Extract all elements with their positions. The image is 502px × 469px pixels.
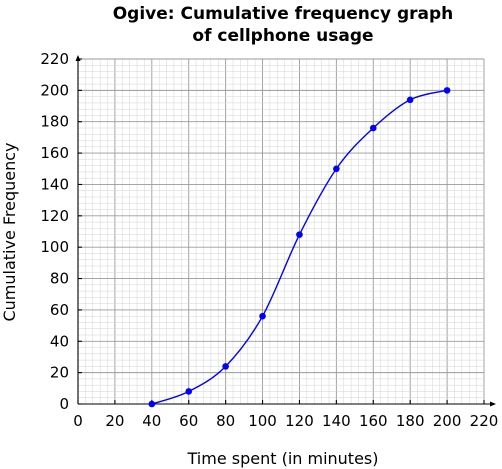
data-point [369, 124, 377, 132]
x-tick-label: 60 [179, 412, 198, 430]
y-tick-label: 160 [40, 144, 69, 162]
data-point [259, 312, 266, 320]
y-tick-labels: 0 20 40 60 80 100 120 140 160 180 200 220 [40, 50, 82, 413]
y-tick-label: 180 [40, 113, 69, 131]
chart-title-line-2: of cellphone usage [192, 26, 373, 46]
y-axis-arrow [75, 55, 81, 61]
y-tick-label: 220 [40, 50, 69, 68]
x-tick-label: 120 [285, 412, 314, 430]
y-tick-label: 80 [50, 270, 69, 288]
x-axis-label: Time spent (in minutes) [187, 449, 379, 468]
x-tick-label: 100 [248, 412, 277, 430]
y-tick-label: 200 [40, 81, 69, 99]
y-tick-label: 120 [40, 207, 69, 225]
data-point [443, 87, 451, 94]
data-point [185, 388, 193, 395]
x-tick-label: 140 [322, 412, 351, 430]
data-point [148, 400, 156, 408]
x-tick-label: 180 [396, 412, 425, 430]
x-tick-label: 200 [433, 412, 462, 430]
y-tick-label: 0 [59, 395, 69, 413]
y-tick-label: 140 [40, 175, 69, 193]
data-point [222, 363, 229, 370]
y-axis-label: Cumulative Frequency [0, 142, 19, 321]
data-point [296, 231, 303, 238]
x-tick-label: 40 [142, 412, 161, 430]
y-tick-label: 20 [50, 364, 69, 382]
data-point [406, 96, 414, 104]
x-axis-arrow [490, 401, 496, 407]
x-tick-label: 20 [105, 412, 124, 430]
y-tick-label: 100 [40, 238, 69, 256]
grid [77, 58, 485, 405]
x-tick-label: 220 [470, 412, 499, 430]
x-tick-label: 160 [359, 412, 388, 430]
x-tick-label: 0 [73, 412, 83, 430]
series-group [148, 87, 451, 408]
x-tick-label: 80 [216, 412, 235, 430]
y-tick-label: 60 [50, 301, 69, 319]
y-tick-label: 40 [50, 332, 69, 350]
data-point [333, 165, 340, 173]
x-tick-labels: 0 20 40 60 80 100 120 140 160 180 200 220 [73, 400, 498, 430]
chart-title-line-1: Ogive: Cumulative frequency graph [113, 4, 454, 24]
